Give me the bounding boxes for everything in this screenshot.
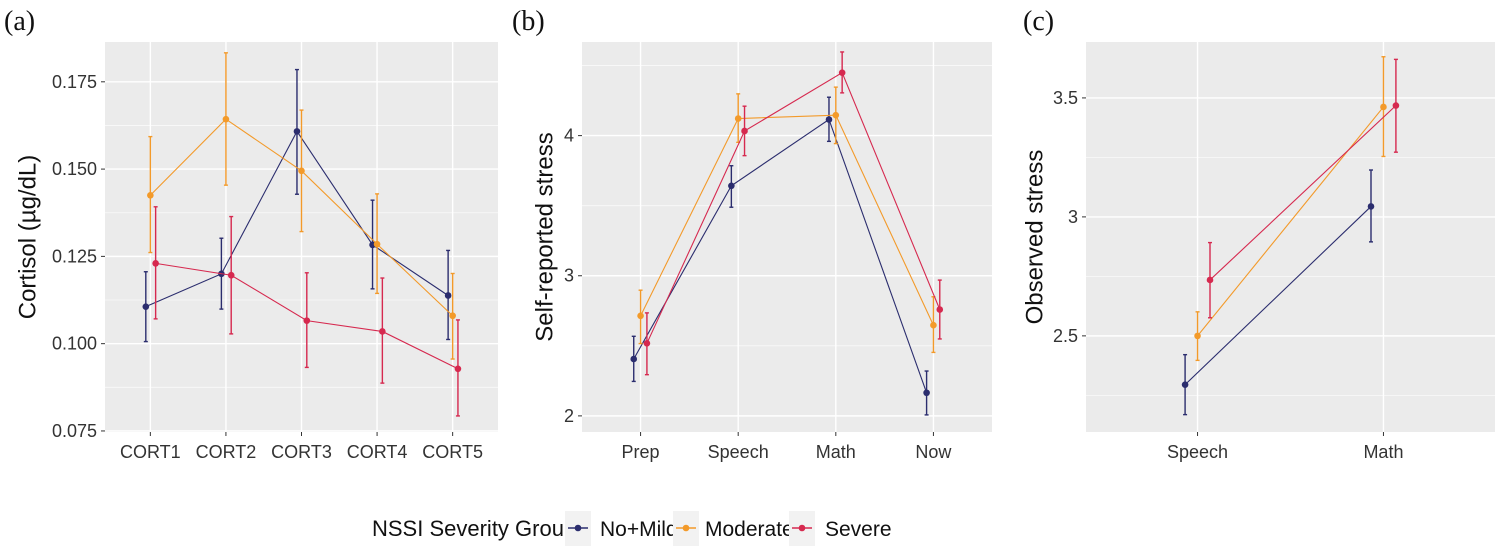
x-tick-label: Prep <box>622 442 660 462</box>
series-line <box>633 118 928 393</box>
data-point <box>1181 381 1189 388</box>
plot-background <box>1086 42 1495 432</box>
series-severe <box>643 51 944 376</box>
y-tick-label: 4 <box>564 126 574 146</box>
panel-c: 2.5 3 3.5 Speech Math Observed stress (c) <box>1022 6 1495 462</box>
legend-label: Moderate <box>705 518 794 541</box>
legend-item-no-mild: No+Mild <box>565 511 678 546</box>
y-tick-label: 3.5 <box>1053 88 1078 108</box>
panel-label: (b) <box>512 6 545 37</box>
y-axis-title: Cortisol (µg/dL) <box>15 155 42 320</box>
data-point <box>147 191 154 199</box>
legend-key-point <box>798 524 806 532</box>
data-point <box>227 271 235 279</box>
data-point <box>444 292 452 299</box>
y-axis-title: Self-reported stress <box>532 132 559 341</box>
data-point <box>930 321 937 329</box>
x-tick-label: Speech <box>1167 442 1228 462</box>
panel-label: (a) <box>4 6 35 37</box>
data-point <box>454 365 462 373</box>
y-tick-label: 0.175 <box>52 72 97 92</box>
legend-item-severe: Severe <box>789 511 892 546</box>
data-point <box>637 312 644 320</box>
panel-b: 2 3 4 Prep Speech Math Now Self-reported stress… <box>512 6 992 462</box>
legend: NSSI Severity Group No+Mild Moderate Severe <box>372 511 892 546</box>
x-tick-label: Math <box>816 442 856 462</box>
data-point <box>1367 203 1375 210</box>
x-tick-label: CORT3 <box>271 442 332 462</box>
data-point <box>293 128 301 135</box>
y-axis-title: Observed stress <box>1022 150 1049 325</box>
y-tick-label: 3 <box>1068 207 1078 227</box>
data-point <box>825 116 833 123</box>
data-point <box>734 115 742 122</box>
series-severe <box>1206 58 1400 319</box>
series-severe <box>152 206 462 417</box>
data-point <box>936 306 944 313</box>
panel-label: (c) <box>1023 6 1054 37</box>
plot-background <box>582 42 992 432</box>
legend-label: Severe <box>825 518 892 541</box>
series-moderate <box>147 52 456 360</box>
x-tick-label: Speech <box>708 442 769 462</box>
data-point <box>923 389 930 397</box>
legend-item-moderate: Moderate <box>673 511 794 546</box>
series-line <box>1197 106 1384 337</box>
data-point <box>379 328 386 335</box>
legend-key-point <box>682 524 690 532</box>
y-tick-label: 3 <box>564 266 574 286</box>
series-no-mild <box>142 68 452 343</box>
x-tick-label: CORT1 <box>120 442 181 462</box>
series-no-mild <box>1181 169 1375 416</box>
y-tick-label: 0.125 <box>52 246 97 266</box>
legend-key-point <box>574 524 582 532</box>
y-tick-label: 0.100 <box>52 334 97 354</box>
data-point <box>630 355 638 363</box>
data-point <box>1194 332 1201 340</box>
data-point <box>298 167 305 175</box>
series-no-mild <box>630 96 930 416</box>
data-point <box>1206 276 1214 284</box>
y-tick-label: 0.075 <box>52 421 97 441</box>
data-point <box>838 69 846 76</box>
series-moderate <box>1194 56 1387 362</box>
x-tick-label: CORT4 <box>347 442 408 462</box>
y-tick-label: 2.5 <box>1053 326 1078 346</box>
series-line <box>646 71 941 344</box>
data-point <box>832 111 840 119</box>
data-point <box>152 260 159 267</box>
series-line <box>1209 105 1397 281</box>
legend-label: No+Mild <box>600 518 678 541</box>
data-point <box>1380 103 1387 111</box>
data-point <box>1392 102 1400 109</box>
series-line <box>640 114 934 326</box>
panel-a: 0.075 0.100 0.125 0.150 0.175 CORT1 CORT2 CORT3… <box>4 6 498 462</box>
y-tick-label: 2 <box>564 406 574 426</box>
data-point <box>449 312 456 320</box>
x-tick-label: Now <box>915 442 952 462</box>
legend-title: NSSI Severity Group <box>372 516 576 541</box>
series-line <box>1184 206 1372 386</box>
y-tick-label: 0.150 <box>52 159 97 179</box>
x-tick-label: CORT5 <box>422 442 483 462</box>
series-moderate <box>637 86 937 354</box>
x-tick-label: CORT2 <box>196 442 257 462</box>
data-point <box>643 339 651 347</box>
data-point <box>142 303 150 310</box>
data-point <box>373 240 381 248</box>
x-tick-label: Math <box>1363 442 1403 462</box>
data-point <box>728 182 735 190</box>
data-point <box>303 317 311 324</box>
data-point <box>222 115 230 123</box>
data-point <box>741 127 748 135</box>
